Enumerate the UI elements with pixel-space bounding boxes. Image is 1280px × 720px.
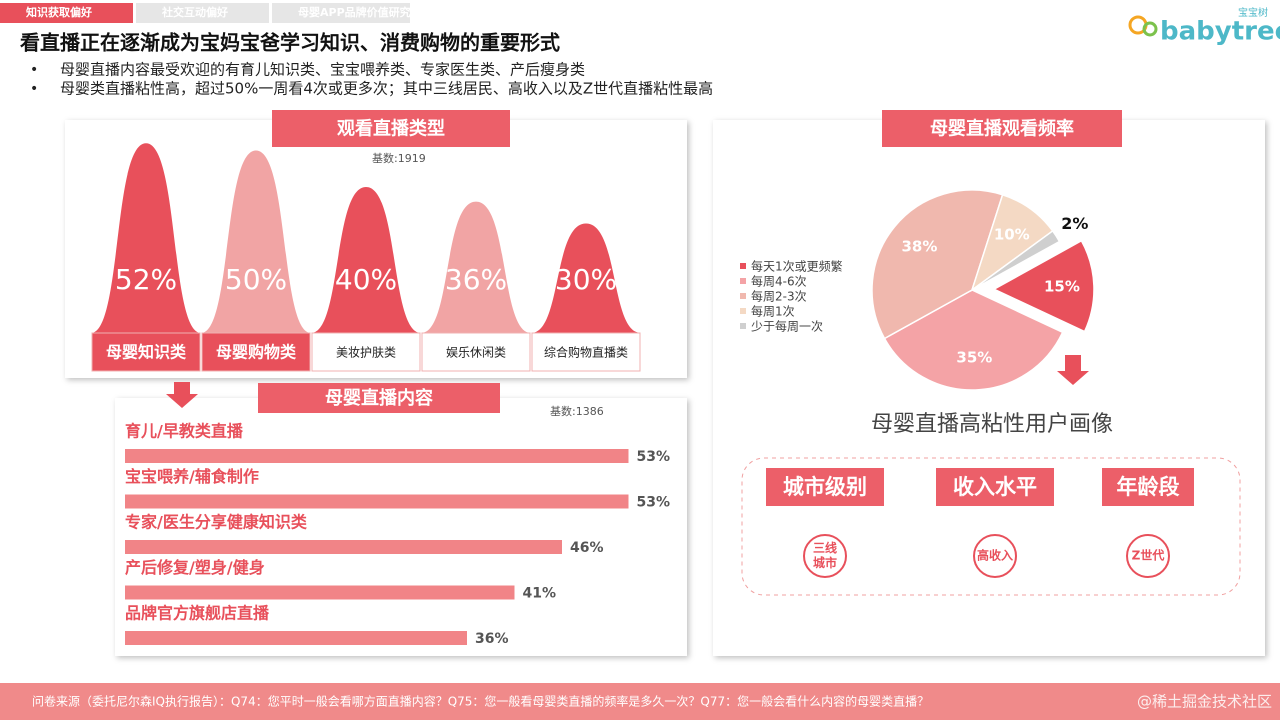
legend-label: 每天1次或更频繁 [751, 259, 843, 274]
tab-label: 社交互动偏好 [161, 5, 228, 19]
panel [115, 398, 687, 656]
bell [201, 150, 311, 333]
category-box [91, 332, 201, 372]
section-title: 母婴直播观看频率 [930, 118, 1074, 140]
bullet-dot: • [30, 81, 38, 97]
category-label: 娱乐休闲类 [446, 346, 506, 360]
logo-text: babytree [1160, 17, 1280, 47]
arrow [166, 382, 198, 408]
persona-icon [1126, 534, 1170, 578]
category-box [311, 332, 421, 372]
value-label: 53% [637, 495, 671, 511]
tab [272, 3, 410, 23]
bell [91, 143, 201, 333]
persona-title: 母婴直播高粘性用户画像 [871, 412, 1113, 437]
legend-swatch [740, 263, 746, 269]
persona-label-bg [766, 468, 884, 506]
category-box [201, 332, 311, 372]
section-title: 母婴直播内容 [325, 387, 433, 409]
legend-label: 每周4-6次 [751, 274, 807, 289]
base-note: 基数:1919 [372, 152, 426, 165]
persona-icon-text: 高收入 [977, 548, 1013, 563]
bell [531, 223, 641, 333]
bar [125, 585, 515, 600]
footer-text: 问卷来源（委托尼尔森IQ执行报告）：Q74：您平时一般会看哪方面直播内容？Q75… [32, 694, 929, 709]
bell [421, 201, 531, 333]
pie-slice [883, 289, 1064, 391]
bullet-dot: • [30, 62, 38, 78]
persona-icon-text: Z世代 [1132, 548, 1165, 563]
value-label: 10% [994, 225, 1030, 243]
value-label: 50% [225, 263, 287, 296]
category-box [421, 332, 531, 372]
tab-label: 知识获取偏好 [25, 5, 92, 19]
logo-cn: 宝宝树 [1238, 6, 1268, 19]
footer-bar [0, 683, 1280, 720]
pie-slice [971, 229, 1061, 291]
category-label: 综合购物直播类 [544, 345, 628, 360]
section-banner [272, 110, 510, 147]
value-label: 2% [1061, 214, 1088, 233]
category-label: 美妆护肤类 [336, 345, 396, 360]
persona-icon [803, 534, 847, 578]
legend-swatch [740, 278, 746, 284]
legend-swatch [740, 293, 746, 299]
logo-icon [1142, 21, 1158, 37]
persona-label: 年龄段 [1117, 475, 1180, 499]
bullet: 母婴类直播粘性高，超过50%一周看4次或更多次；其中三线居民、高收入以及Z世代直… [60, 80, 713, 98]
arrow [1057, 355, 1089, 385]
value-label: 15% [1044, 277, 1080, 295]
legend-label: 每周1次 [751, 304, 795, 319]
section-title: 观看直播类型 [337, 118, 445, 140]
persona-label-bg [1102, 468, 1194, 506]
legend-label: 少于每周一次 [751, 319, 823, 334]
category-label: 母婴知识类 [106, 343, 187, 362]
persona-icon-text: 城市 [813, 555, 837, 570]
category-label: 母婴购物类 [216, 343, 297, 362]
legend-label: 每周2-3次 [751, 289, 807, 304]
category-label: 品牌官方旗舰店直播 [125, 604, 270, 623]
value-label: 52% [115, 263, 177, 296]
pie-slice [992, 239, 1095, 333]
bell [311, 187, 421, 333]
legend-swatch [740, 323, 746, 329]
pie-slice [871, 189, 1004, 340]
slide-title: 看直播正在逐渐成为宝妈宝爸学习知识、消费购物的重要形式 [20, 31, 560, 55]
persona-box [741, 457, 1241, 596]
persona-label: 收入水平 [953, 475, 1037, 499]
bar [125, 449, 629, 463]
value-label: 38% [902, 237, 938, 255]
section-banner [882, 110, 1122, 147]
bullet: 母婴直播内容最受欢迎的有育儿知识类、宝宝喂养类、专家医生类、产后瘦身类 [60, 61, 585, 79]
value-label: 53% [637, 449, 671, 465]
category-label: 育儿/早教类直播 [125, 422, 244, 441]
value-label: 30% [555, 263, 617, 296]
bar [125, 494, 629, 509]
persona-label-bg [936, 468, 1054, 506]
watermark: @稀土掘金技术社区 [1137, 693, 1272, 711]
persona-icon [973, 534, 1017, 578]
value-label: 46% [570, 540, 604, 556]
value-label: 36% [475, 631, 509, 647]
category-label: 专家/医生分享健康知识类 [125, 513, 308, 532]
value-label: 36% [445, 263, 507, 296]
persona-icon-text: 三线 [813, 540, 837, 555]
tab [136, 3, 269, 23]
legend-swatch [740, 308, 746, 314]
value-label: 41% [523, 586, 557, 602]
section-banner [258, 383, 500, 413]
value-label: 40% [335, 263, 397, 296]
base-note: 基数:1386 [550, 405, 604, 418]
value-label: 35% [956, 348, 992, 366]
category-label: 宝宝喂养/辅食制作 [125, 467, 259, 486]
category-box [531, 332, 641, 372]
persona-label: 城市级别 [783, 475, 867, 499]
category-label: 产后修复/塑身/健身 [125, 558, 265, 577]
bar [125, 631, 467, 645]
bar [125, 540, 562, 554]
tab-label: 母婴APP品牌价值研究 [298, 5, 411, 19]
tab [0, 3, 133, 23]
